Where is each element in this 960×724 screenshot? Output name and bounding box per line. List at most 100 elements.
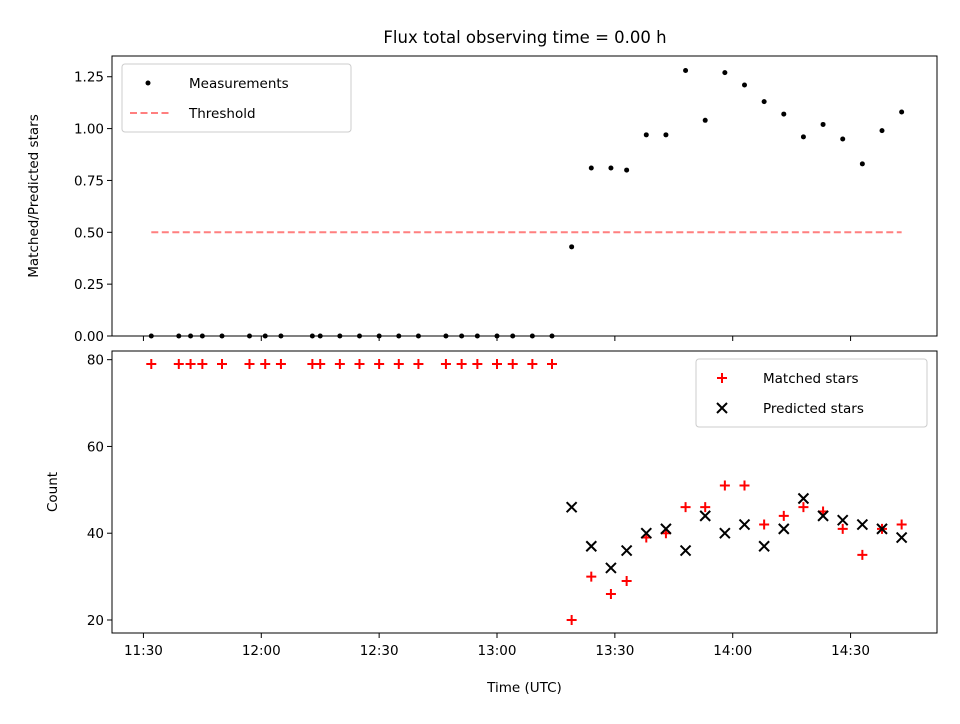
matched-point xyxy=(260,359,271,370)
matched-point xyxy=(547,359,557,370)
measurement-point xyxy=(800,134,806,140)
matched-point xyxy=(146,359,157,370)
measurement-point xyxy=(376,333,382,339)
measurement-point xyxy=(309,333,315,339)
y-tick-label: 20 xyxy=(87,613,104,629)
measurement-point xyxy=(840,136,846,142)
legend-label: Threshold xyxy=(188,106,256,122)
measurement-point xyxy=(148,333,154,339)
y-tick-label: 0.00 xyxy=(74,329,104,345)
legend-box xyxy=(695,358,928,428)
chart-title: Flux total observing time = 0.00 h xyxy=(383,28,666,47)
x-axis-label: Time (UTC) xyxy=(486,680,562,696)
matched-point xyxy=(173,359,184,370)
matched-point xyxy=(185,359,196,370)
measurement-point xyxy=(494,333,500,339)
predicted-point xyxy=(679,544,692,557)
predicted-point xyxy=(719,527,731,539)
predicted-point xyxy=(895,531,908,544)
measurement-point xyxy=(278,333,284,339)
matched-point xyxy=(275,359,286,370)
legend-label: Measurements xyxy=(189,76,289,92)
x-tick-label: 13:00 xyxy=(478,643,517,659)
legend-label: Matched stars xyxy=(763,371,859,387)
matched-point xyxy=(586,571,597,582)
matched-point xyxy=(566,614,577,625)
plot-2: 20 40 60 80 11:30 12:00 12:30 13:00 13:30 14:00 14… xyxy=(45,350,938,696)
y-tick-label: 1.25 xyxy=(74,70,104,86)
measurement-point xyxy=(317,333,323,339)
legend-marker-measurements xyxy=(145,80,151,86)
predicted-point xyxy=(565,501,578,513)
series-predicted-stars xyxy=(565,492,908,574)
predicted-point xyxy=(797,492,810,505)
matched-point xyxy=(413,359,424,370)
measurement-point xyxy=(443,333,449,339)
x-tick-label: 12:30 xyxy=(360,643,399,659)
matched-point xyxy=(354,359,365,370)
predicted-point xyxy=(738,518,751,531)
matched-point xyxy=(837,523,848,534)
matched-point xyxy=(393,359,404,370)
predicted-point xyxy=(837,514,849,526)
measurement-point xyxy=(761,99,767,105)
predicted-point xyxy=(640,527,652,539)
measurement-point xyxy=(474,333,480,339)
predicted-point xyxy=(660,523,672,535)
predicted-point xyxy=(585,540,597,552)
matched-point xyxy=(798,502,809,513)
matched-point xyxy=(857,549,868,560)
measurement-point xyxy=(899,109,905,115)
predicted-point xyxy=(758,540,770,552)
legend: Matched stars Predicted stars xyxy=(695,358,928,428)
measurement-point xyxy=(722,70,728,76)
legend-marker-matched xyxy=(717,373,727,383)
measurement-point xyxy=(176,333,182,339)
measurement-point xyxy=(643,132,649,138)
predicted-point xyxy=(778,523,790,535)
matched-point xyxy=(244,359,255,370)
matched-point xyxy=(896,519,907,530)
matched-point xyxy=(456,359,467,370)
x-tick-label: 12:00 xyxy=(242,643,281,659)
matched-point xyxy=(759,519,770,530)
matched-point xyxy=(621,575,632,586)
y-tick-label: 0.50 xyxy=(74,225,104,241)
y-tick-label: 40 xyxy=(87,526,104,542)
measurement-point xyxy=(459,333,465,339)
measurement-point xyxy=(262,333,268,339)
matched-point xyxy=(492,359,502,370)
measurement-point xyxy=(624,167,630,173)
y-axis-label: Matched/Predicted stars xyxy=(26,114,42,277)
measurement-point xyxy=(357,333,362,339)
matched-point xyxy=(527,359,538,370)
measurement-point xyxy=(510,333,516,339)
matched-point xyxy=(778,510,789,521)
measurement-point xyxy=(529,333,535,339)
predicted-point xyxy=(856,518,869,531)
axes-frame xyxy=(111,55,938,337)
measurement-point xyxy=(247,333,252,339)
matched-point xyxy=(680,502,691,513)
matched-point xyxy=(507,359,518,370)
measurement-point xyxy=(742,82,747,88)
matched-point xyxy=(315,359,326,370)
matched-point xyxy=(605,588,616,599)
measurement-point xyxy=(879,128,885,134)
predicted-point xyxy=(620,544,633,557)
series-measurements xyxy=(148,68,905,339)
plot-1: 0.00 0.25 0.50 0.75 1.00 1.25 Matched/Predicte… xyxy=(26,55,938,345)
legend-marker-predicted xyxy=(716,402,728,414)
predicted-point xyxy=(699,510,711,522)
matched-point xyxy=(440,359,451,370)
measurement-point xyxy=(702,117,708,123)
y-tick-label: 80 xyxy=(87,353,104,369)
x-tick-label: 14:30 xyxy=(831,643,870,659)
matched-point xyxy=(217,359,227,370)
matched-point xyxy=(472,359,483,370)
legend-label: Predicted stars xyxy=(763,401,864,417)
measurement-point xyxy=(415,333,421,339)
matched-point xyxy=(700,502,711,513)
measurement-point xyxy=(663,132,669,138)
